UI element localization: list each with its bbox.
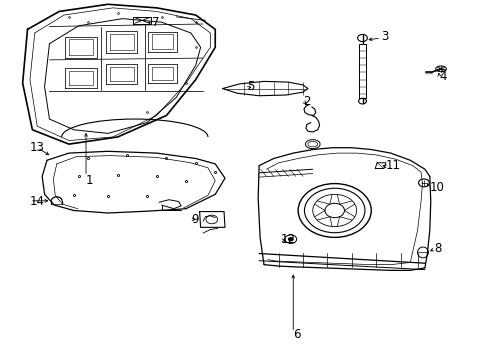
Text: 5: 5 — [246, 80, 254, 93]
Text: 13: 13 — [30, 141, 45, 154]
Text: 4: 4 — [439, 69, 446, 82]
Circle shape — [287, 237, 293, 241]
Text: 11: 11 — [385, 159, 400, 172]
Text: 10: 10 — [429, 181, 444, 194]
Text: 14: 14 — [30, 195, 45, 208]
Text: 8: 8 — [434, 242, 441, 255]
Text: 6: 6 — [293, 328, 300, 341]
Text: 9: 9 — [190, 213, 198, 226]
Text: 7: 7 — [152, 16, 159, 29]
Text: 12: 12 — [281, 233, 295, 246]
Text: 3: 3 — [380, 30, 387, 43]
Text: 2: 2 — [303, 95, 310, 108]
Text: 1: 1 — [86, 174, 93, 186]
